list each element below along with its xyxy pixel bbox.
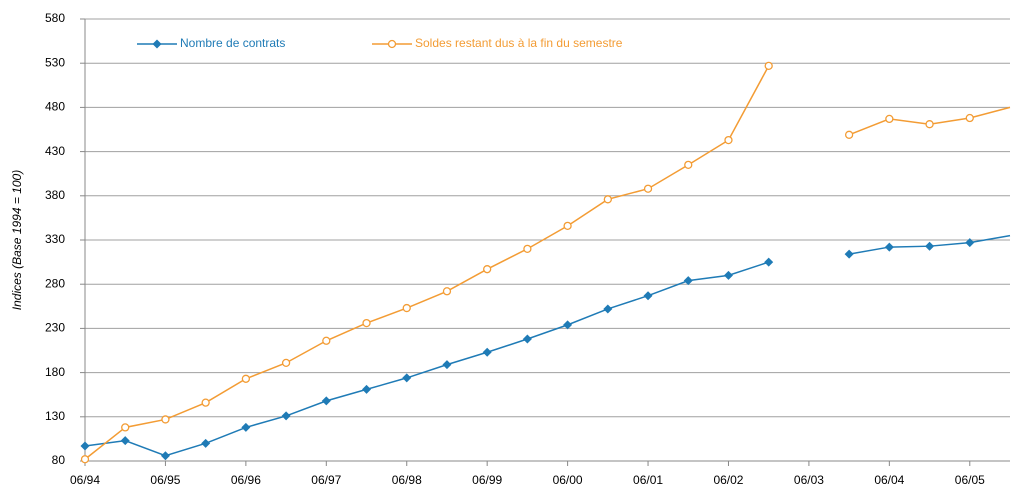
marker (885, 114, 894, 124)
marker (120, 436, 130, 446)
marker (965, 113, 974, 123)
y-tick-label: 180 (45, 365, 65, 379)
marker (844, 249, 854, 259)
marker (965, 238, 975, 248)
marker (201, 438, 211, 448)
x-tick-label: 06/98 (392, 473, 422, 487)
y-axis-label: Indices (Base 1994 = 100) (10, 170, 24, 310)
x-tick-label: 06/04 (874, 473, 904, 487)
marker (643, 291, 653, 301)
marker (844, 130, 854, 139)
marker (241, 422, 251, 432)
marker (121, 423, 130, 432)
marker (321, 396, 331, 406)
marker (387, 39, 397, 49)
marker (402, 303, 411, 313)
marker (482, 347, 492, 357)
x-tick-label: 06/99 (472, 473, 502, 487)
x-tick-label: 06/97 (311, 473, 341, 487)
x-tick-label: 06/05 (955, 473, 985, 487)
marker (723, 270, 733, 280)
y-tick-label: 330 (45, 232, 65, 246)
y-tick-label: 130 (45, 409, 65, 423)
marker (281, 358, 291, 368)
y-tick-label: 430 (45, 144, 65, 158)
marker (402, 373, 412, 383)
marker (80, 455, 90, 464)
x-tick-label: 06/94 (70, 473, 100, 487)
y-tick-label: 580 (45, 11, 65, 25)
marker (522, 334, 532, 344)
marker (925, 241, 935, 251)
marker (563, 320, 573, 330)
legend-label: Soldes restant dus à la fin du semestre (415, 36, 623, 50)
x-tick-label: 06/01 (633, 473, 663, 487)
marker (201, 398, 210, 407)
series-line (84, 234, 1011, 457)
marker (764, 257, 774, 267)
y-tick-label: 280 (45, 276, 65, 290)
series-line (84, 65, 1011, 460)
y-tick-label: 480 (45, 100, 65, 114)
x-tick-label: 06/95 (150, 473, 180, 487)
marker (683, 276, 693, 286)
y-tick-label: 530 (45, 55, 65, 69)
marker (684, 160, 693, 170)
legend-label: Nombre de contrats (180, 36, 285, 50)
marker (80, 441, 90, 451)
x-tick-label: 06/03 (794, 473, 824, 487)
marker (884, 242, 894, 252)
marker (925, 120, 934, 129)
marker (523, 244, 532, 253)
marker (442, 360, 452, 370)
marker (603, 195, 612, 204)
marker (241, 374, 251, 383)
marker (362, 318, 371, 328)
y-tick-label: 380 (45, 188, 65, 202)
marker (764, 61, 773, 71)
x-tick-label: 06/96 (231, 473, 261, 487)
marker (643, 184, 653, 193)
marker (160, 451, 170, 461)
marker (603, 304, 613, 314)
plot-area (80, 61, 1011, 464)
marker (362, 384, 372, 394)
marker (483, 265, 492, 274)
y-tick-label: 230 (45, 321, 65, 335)
y-tick-label: 80 (52, 453, 66, 467)
marker (322, 336, 331, 345)
marker (161, 415, 170, 424)
marker (152, 39, 162, 49)
x-tick-label: 06/02 (713, 473, 743, 487)
marker (724, 135, 733, 145)
marker (563, 221, 572, 231)
marker (442, 287, 452, 296)
marker (281, 411, 291, 421)
x-tick-label: 06/00 (553, 473, 583, 487)
